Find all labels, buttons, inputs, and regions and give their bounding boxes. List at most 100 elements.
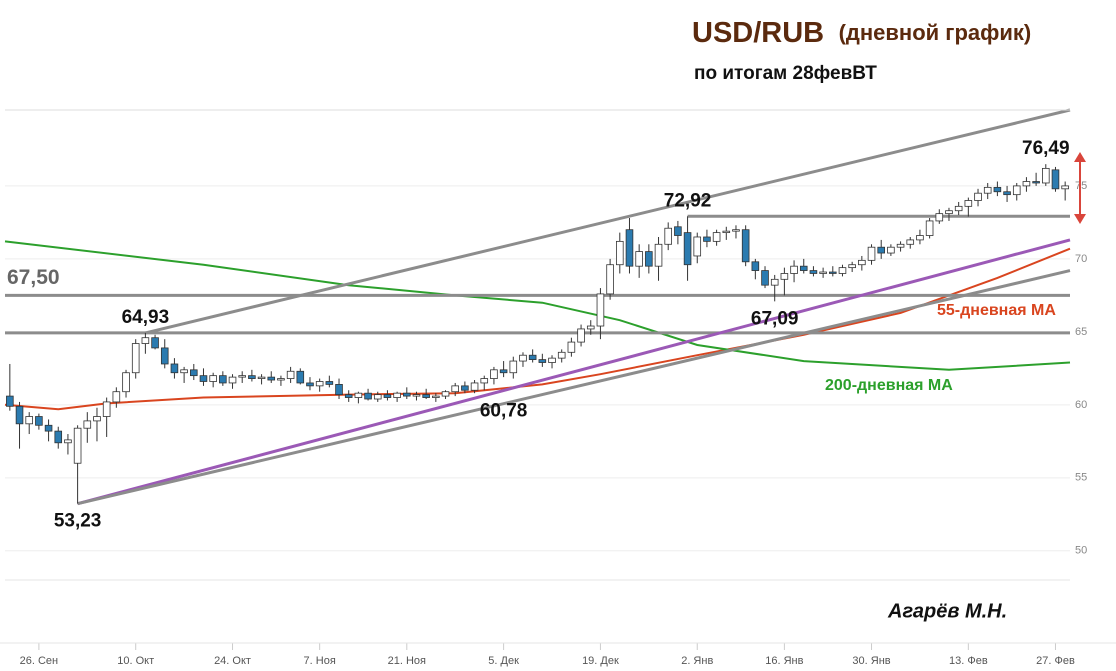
candle-body (935, 213, 944, 222)
candle-body (199, 375, 208, 382)
candle-body (190, 369, 198, 377)
candle-body (674, 226, 682, 236)
candles-layer (6, 164, 1069, 504)
trend-line (145, 108, 1071, 335)
candle-body (509, 360, 518, 374)
chart-subtitle: по итогам 28февВТ (694, 63, 877, 84)
x-tick-label: 27. Фев (1036, 655, 1075, 667)
candle-body (257, 376, 266, 379)
candle-body (954, 205, 963, 212)
candle-body (219, 375, 227, 384)
candle-body (480, 378, 489, 384)
candle-body (703, 236, 711, 242)
candle-body (393, 392, 401, 398)
candle-body (577, 328, 585, 343)
candle-body (586, 325, 595, 330)
candle-body (722, 230, 731, 234)
price-annotation: 64,93 (122, 307, 170, 328)
candle-body (548, 357, 556, 363)
candle-body (373, 394, 382, 400)
range-arrow (1074, 152, 1086, 224)
candle-body (993, 186, 1002, 193)
candle-body (25, 416, 33, 425)
y-tick-label: 50 (1075, 545, 1087, 557)
candle-body (64, 439, 72, 444)
candle-body (877, 246, 885, 254)
candle-body (528, 354, 537, 360)
arrow-head (1074, 214, 1086, 224)
x-tick-label: 2. Янв (681, 655, 713, 667)
x-tick-label: 7. Ноя (304, 655, 336, 667)
candle-body (344, 394, 353, 398)
candle-body (557, 351, 566, 359)
candle-body (112, 391, 121, 403)
price-annotation: 76,49 (1022, 138, 1070, 159)
arrow-head (1074, 152, 1086, 162)
candle-body (1061, 185, 1069, 190)
x-tick-label: 16. Янв (765, 655, 803, 667)
title-note: (дневной график) (839, 20, 1032, 45)
candle-body (964, 200, 973, 207)
candle-body (141, 337, 150, 344)
candle-body (73, 427, 82, 464)
candle-body (1003, 191, 1011, 196)
candle-body (15, 405, 24, 425)
candle-body (712, 232, 721, 242)
candle-body (751, 261, 760, 271)
candle-body (887, 246, 895, 254)
candle-body (499, 369, 508, 374)
y-tick-label: 65 (1075, 326, 1087, 338)
candle-body (770, 278, 779, 286)
series-label: 55-дневная МА (937, 302, 1056, 319)
price-annotation: 60,78 (480, 400, 528, 421)
candle-body (228, 376, 237, 384)
candle-body (945, 210, 953, 215)
candle-body (829, 271, 837, 274)
candle-body (315, 381, 324, 387)
candle-body (335, 384, 343, 396)
candle-body (403, 392, 411, 397)
candle-body (925, 220, 934, 236)
x-tick-label: 30. Янв (852, 655, 890, 667)
candle-body (616, 240, 624, 266)
candle-body (761, 270, 769, 286)
candle-body (432, 395, 440, 398)
candle-body (664, 227, 672, 245)
candle-body (519, 354, 527, 362)
candle-body (567, 341, 576, 353)
candle-body (819, 271, 827, 274)
candle-body (799, 265, 808, 271)
candle-body (238, 375, 246, 378)
candle-body (809, 270, 818, 274)
candle-body (625, 229, 634, 267)
level-label: 67,50 (7, 266, 60, 289)
candle-body (383, 394, 392, 398)
candle-body (131, 343, 140, 374)
trend-line (77, 238, 1071, 506)
candle-body (693, 236, 702, 257)
trend-line (77, 269, 1071, 506)
candle-body (838, 267, 847, 274)
price-annotation: 67,09 (751, 308, 799, 329)
candle-body (451, 385, 459, 393)
candle-body (170, 363, 179, 374)
x-tick-label: 21. Ноя (388, 655, 426, 667)
candle-body (635, 251, 643, 267)
candle-body (596, 293, 605, 327)
candle-body (1042, 167, 1050, 184)
candle-body (6, 395, 14, 407)
candle-body (35, 416, 43, 426)
chart-title: USD/RUB (дневной график) (692, 17, 1031, 49)
price-annotation: 53,23 (54, 511, 102, 532)
candle-body (741, 229, 750, 263)
candle-body (983, 186, 992, 194)
author: Агарёв М.Н. (887, 600, 1007, 622)
candle-body (325, 381, 334, 385)
candle-body (780, 273, 789, 280)
candle-body (122, 372, 130, 393)
x-tick-label: 19. Дек (582, 655, 619, 667)
candle-body (790, 265, 798, 274)
candle-body (296, 370, 305, 384)
